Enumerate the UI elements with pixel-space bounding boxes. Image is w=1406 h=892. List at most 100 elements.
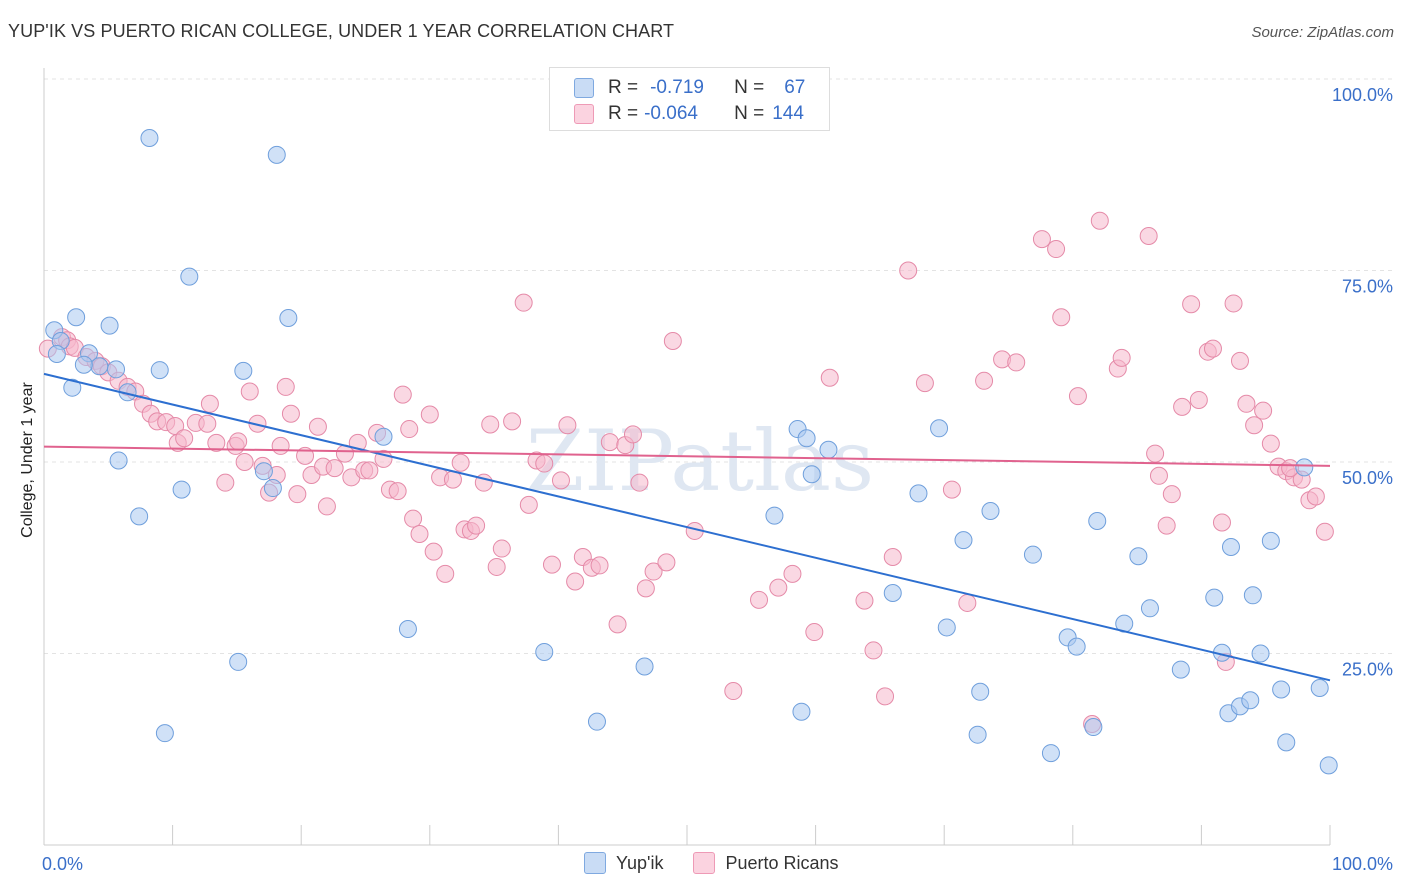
puerto-rican-point xyxy=(1224,294,1243,313)
puerto-rican-point xyxy=(783,564,802,583)
puerto-rican-point xyxy=(400,420,419,439)
yupik-point xyxy=(47,344,66,363)
y-tick-label: 75.0% xyxy=(1342,277,1393,297)
legend-n-value: 144 xyxy=(772,103,804,124)
yupik-point xyxy=(1295,458,1314,477)
yupik-point xyxy=(1272,680,1291,699)
puerto-rican-point xyxy=(1306,487,1325,506)
yupik-point xyxy=(587,712,606,731)
yupik-point xyxy=(155,724,174,743)
series-swatch-yupik xyxy=(584,852,606,874)
x-tick-label: 100.0% xyxy=(1332,854,1393,874)
yupik-point xyxy=(1084,718,1103,737)
yupik-point xyxy=(140,128,159,147)
yupik-point xyxy=(1067,637,1086,656)
yupik-point xyxy=(1243,586,1262,605)
yupik-point xyxy=(180,267,199,286)
puerto-rican-point xyxy=(958,593,977,612)
puerto-rican-point xyxy=(558,416,577,435)
puerto-rican-point xyxy=(1139,227,1158,246)
puerto-rican-point xyxy=(360,461,379,480)
puerto-rican-point xyxy=(1162,485,1181,504)
puerto-rican-point xyxy=(317,497,336,516)
yupik-point xyxy=(229,652,248,671)
yupik-trend-line xyxy=(43,372,1331,682)
puerto-rican-point xyxy=(566,572,585,591)
series-name-puerto-rican: Puerto Ricans xyxy=(725,852,839,873)
yupik-point xyxy=(107,360,126,379)
yupik-point xyxy=(937,618,956,637)
puerto-rican-point xyxy=(1261,434,1280,453)
puerto-rican-point xyxy=(175,429,194,448)
yupik-point xyxy=(981,502,1000,521)
puerto-rican-point xyxy=(915,374,934,393)
puerto-rican-point xyxy=(590,556,609,575)
puerto-rican-point xyxy=(864,641,883,660)
puerto-rican-point xyxy=(1146,444,1165,463)
yupik-point xyxy=(90,357,109,376)
puerto-rican-point xyxy=(1212,513,1231,532)
yupik-point xyxy=(792,702,811,721)
puerto-rican-point xyxy=(271,436,290,455)
puerto-rican-point xyxy=(276,377,295,396)
yupik-point xyxy=(150,361,169,380)
yupik-point xyxy=(1310,678,1329,697)
puerto-rican-point xyxy=(1068,387,1087,406)
legend-n-label: N = xyxy=(734,77,765,98)
puerto-rican-point xyxy=(487,557,506,576)
yupik-point xyxy=(765,506,784,525)
puerto-rican-point xyxy=(207,433,226,452)
yupik-point xyxy=(797,429,816,448)
yupik-point xyxy=(1221,538,1240,557)
puerto-rican-point xyxy=(1230,351,1249,370)
puerto-rican-point xyxy=(492,539,511,558)
puerto-rican-point xyxy=(198,414,217,433)
yupik-point xyxy=(909,484,928,503)
puerto-rican-point xyxy=(1245,416,1264,435)
puerto-rican-point xyxy=(240,382,259,401)
puerto-rican-point xyxy=(1189,390,1208,409)
yupik-point xyxy=(254,462,273,481)
puerto-rican-point xyxy=(535,454,554,473)
yupik-point xyxy=(1140,599,1159,618)
puerto-rican-point xyxy=(636,579,655,598)
puerto-rican-point xyxy=(519,495,538,514)
yupik-point xyxy=(971,682,990,701)
yupik-point xyxy=(67,308,86,327)
puerto-rican-point xyxy=(1237,394,1256,413)
puerto-rican-point xyxy=(1007,353,1026,372)
watermark: ZIPatlas xyxy=(526,412,874,510)
yupik-point xyxy=(1129,547,1148,566)
puerto-rican-point xyxy=(388,482,407,501)
puerto-rican-point xyxy=(899,261,918,280)
puerto-rican-point xyxy=(216,473,235,492)
yupik-point xyxy=(1319,756,1338,775)
series-legend: Yup'ik Puerto Ricans xyxy=(584,852,869,874)
y-tick-label: 100.0% xyxy=(1332,85,1393,105)
puerto-rican-point xyxy=(1173,397,1192,416)
yupik-point xyxy=(968,725,987,744)
yupik-point xyxy=(1277,733,1296,752)
yupik-point xyxy=(883,583,902,602)
puerto-rican-point xyxy=(1254,401,1273,420)
legend-r-label: R = xyxy=(608,103,639,124)
legend-swatch-yupik xyxy=(574,78,594,98)
yupik-point xyxy=(1023,545,1042,564)
yupik-point xyxy=(819,440,838,459)
chart-title: YUP'IK VS PUERTO RICAN COLLEGE, UNDER 1 … xyxy=(8,21,675,41)
puerto-rican-point xyxy=(420,405,439,424)
series-swatch-puerto-rican xyxy=(693,852,716,874)
series-legend-puerto-rican: Puerto Ricans xyxy=(693,852,839,874)
puerto-rican-point xyxy=(1112,348,1131,367)
puerto-rican-point xyxy=(451,453,470,472)
puerto-rican-point xyxy=(1090,211,1109,230)
yupik-point xyxy=(74,355,93,374)
puerto-rican-point xyxy=(805,623,824,642)
puerto-rican-point xyxy=(876,687,895,706)
yupik-point xyxy=(1251,644,1270,663)
y-tick-label: 25.0% xyxy=(1342,660,1393,680)
puerto-rican-point xyxy=(410,525,429,544)
legend-r-value: -0.064 xyxy=(644,103,698,124)
yupik-point xyxy=(802,465,821,484)
